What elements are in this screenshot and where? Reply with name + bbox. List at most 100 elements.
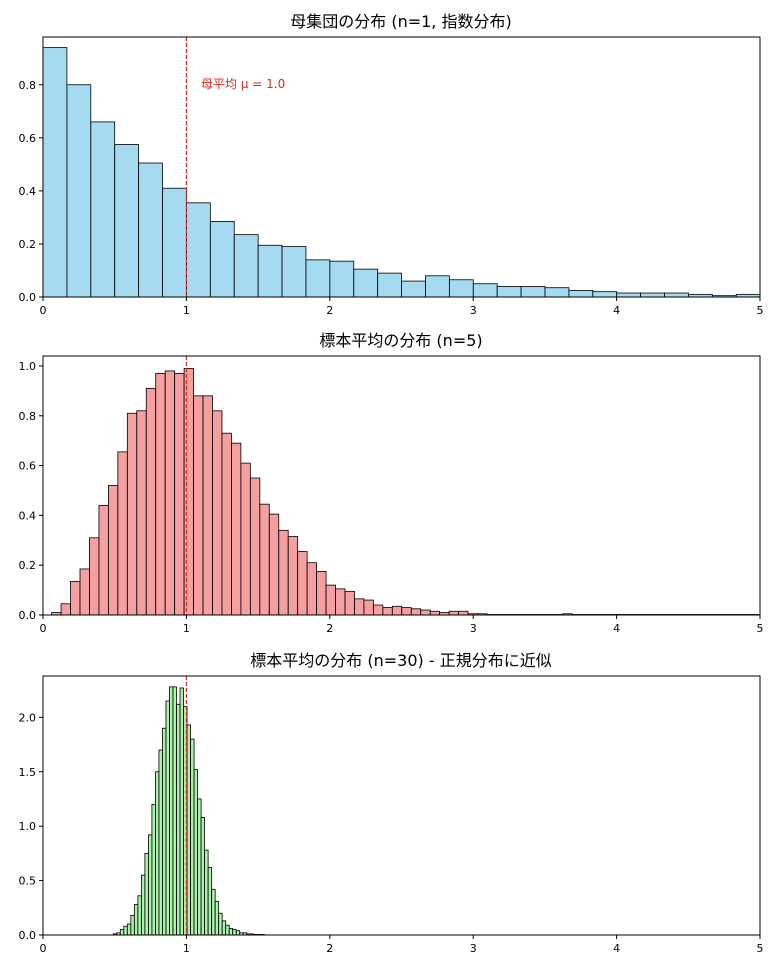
histogram-bar	[155, 771, 160, 936]
histogram-bar	[145, 387, 157, 616]
histogram-bar	[147, 834, 153, 936]
histogram-bar	[325, 584, 336, 616]
histogram-bar	[420, 609, 431, 616]
histogram-bar	[193, 395, 204, 616]
histogram-bar	[472, 283, 498, 298]
x-tick-label: 1	[183, 942, 190, 955]
histogram-bar	[172, 686, 177, 936]
x-tick-label: 2	[326, 304, 333, 317]
histogram-bar	[169, 686, 174, 936]
histogram-bar	[448, 610, 459, 616]
x-tick-label: 1	[183, 622, 190, 635]
histogram-bar	[305, 259, 331, 298]
histogram-bar	[240, 462, 251, 616]
histogram-bar	[126, 923, 132, 936]
histogram-bar	[190, 738, 195, 936]
histogram-bar	[329, 260, 355, 298]
x-tick-label: 5	[757, 622, 764, 635]
histogram-bar	[174, 373, 185, 616]
histogram-bar	[235, 930, 241, 936]
histogram-bar	[200, 817, 206, 936]
histogram-bar	[372, 604, 384, 616]
histogram-bar	[79, 568, 90, 616]
histogram-bar	[281, 246, 307, 298]
histogram-bar	[119, 929, 125, 936]
x-tick-label: 0	[40, 304, 47, 317]
histogram-bar	[344, 590, 355, 616]
histogram-bar	[42, 47, 68, 298]
mean-annotation: 母平均 μ = 1.0	[201, 77, 285, 91]
histogram-bar	[232, 929, 237, 936]
histogram-bar	[98, 505, 109, 616]
histogram-bar	[382, 607, 393, 616]
histogram-bar	[401, 607, 412, 616]
panel-title: 標本平均の分布 (n=5)	[319, 331, 482, 350]
histogram-bar	[496, 285, 522, 298]
x-tick-label: 0	[40, 942, 47, 955]
histogram-bar	[202, 395, 213, 616]
histogram-bar	[138, 162, 163, 298]
histogram-bar	[297, 551, 308, 616]
y-tick-label: 0.8	[19, 79, 37, 92]
histogram-bar	[544, 287, 570, 298]
axes-frame	[42, 675, 761, 936]
histogram-bar	[158, 749, 163, 936]
histogram-bar	[162, 727, 167, 936]
histogram-bar	[228, 928, 234, 936]
panel-sample-mean-n5: 標本平均の分布 (n=5) 0 1 2 3 4 5 0.0 0.2 0.4 0.6 0.8 1.0	[19, 331, 764, 635]
histogram-bar	[183, 368, 194, 616]
histogram-bar	[278, 529, 289, 616]
histogram-bar	[204, 849, 209, 936]
histogram-bar	[186, 202, 211, 298]
axes-frame	[42, 36, 761, 298]
histogram-bar	[448, 279, 474, 298]
histogram-bar	[211, 888, 216, 936]
histogram-bar	[233, 234, 259, 298]
x-tick-label: 3	[470, 304, 477, 317]
histogram-bar	[209, 220, 235, 298]
histogram-bar	[164, 370, 176, 616]
panel-sample-mean-n30: 標本平均の分布 (n=30) - 正規分布に近似 0 1 2 3 4 5 0.0 0.5 1.…	[19, 651, 764, 955]
histogram-bar	[287, 536, 299, 616]
histogram-bar	[107, 485, 119, 616]
histogram-bar	[401, 280, 426, 298]
y-tick-label: 0.2	[19, 238, 37, 251]
histogram-bar	[197, 798, 202, 936]
histogram-bar	[363, 599, 374, 616]
histogram-bar	[316, 571, 327, 616]
y-tick-label: 0.6	[19, 132, 37, 145]
histogram-bar	[664, 292, 689, 298]
y-tick-label: 0.0	[19, 609, 37, 622]
y-tick-label: 1.5	[19, 766, 37, 779]
x-tick-label: 2	[326, 622, 333, 635]
panel-population: 母集団の分布 (n=1, 指数分布) 0 1 2 3 4 5 0.0 0.2 0.4 0.6 0.…	[19, 12, 764, 317]
y-tick-label: 0.2	[19, 559, 37, 572]
y-tick-label: 0.4	[19, 185, 37, 198]
histogram-bar	[410, 608, 422, 616]
histogram-bar	[126, 412, 138, 616]
y-tick-label: 0.8	[19, 410, 37, 423]
y-tick-label: 1.0	[19, 820, 37, 833]
histogram-bar	[60, 603, 71, 616]
histogram-bar	[425, 275, 450, 298]
histogram-bar	[335, 588, 346, 616]
x-tick-label: 5	[757, 304, 764, 317]
panel-title: 母集団の分布 (n=1, 指数分布)	[290, 12, 511, 31]
histogram-bar	[176, 703, 181, 936]
histogram-bar	[144, 852, 149, 936]
histogram-bar	[249, 477, 261, 616]
histogram-bar	[212, 410, 223, 616]
histogram-bar	[268, 513, 280, 616]
histogram-bar	[231, 442, 242, 616]
histogram-bar	[225, 924, 230, 936]
histogram-bar	[89, 537, 100, 616]
histogram-bar	[186, 724, 191, 936]
x-tick-label: 4	[613, 942, 620, 955]
panel-title: 標本平均の分布 (n=30) - 正規分布に近似	[250, 651, 551, 670]
axes-frame	[42, 355, 761, 616]
histogram-bar	[136, 410, 147, 616]
histogram-bar	[114, 144, 140, 298]
histogram-bar	[140, 874, 146, 936]
histogram-bar	[429, 610, 441, 616]
